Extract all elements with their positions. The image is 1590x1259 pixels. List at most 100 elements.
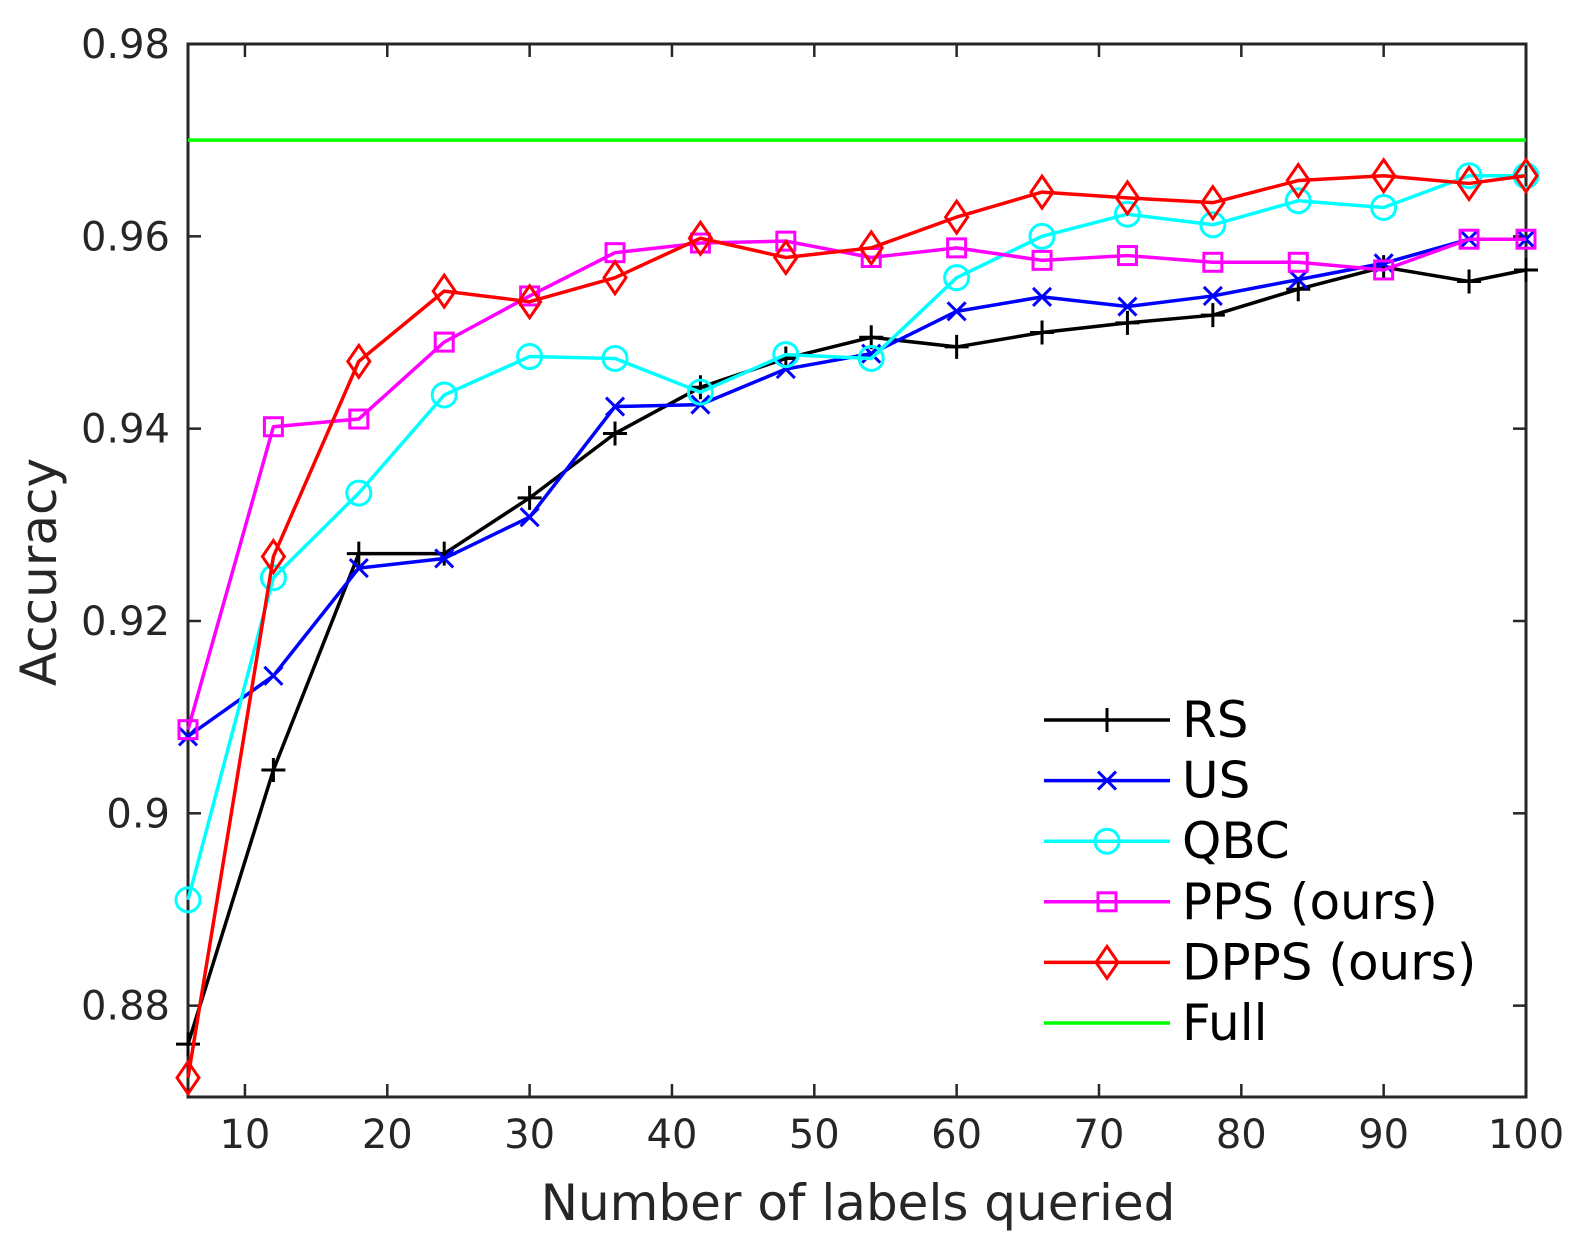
- data-point-dpps-ours: [943, 198, 970, 236]
- data-point-dpps-ours: [516, 283, 543, 321]
- data-point-pps-ours: [1202, 251, 1224, 273]
- x-axis-title: Number of labels queried: [541, 1174, 1176, 1232]
- data-point-dpps-ours: [1370, 157, 1397, 195]
- data-point-qbc: [1113, 200, 1141, 228]
- data-point-rs: [1030, 320, 1055, 345]
- data-point-pps-ours: [1287, 251, 1309, 273]
- data-point-pps-ours: [946, 237, 968, 259]
- data-point-pps-ours: [262, 416, 284, 438]
- data-point-pps-ours: [1031, 249, 1053, 271]
- legend-marker-pps-ours: [1096, 891, 1118, 913]
- legend-label-full: Full: [1182, 994, 1268, 1052]
- data-point-qbc: [516, 343, 544, 371]
- series-layer: [174, 138, 1540, 1097]
- legend-item-full: Full: [1044, 994, 1268, 1052]
- data-point-us: [1031, 286, 1053, 307]
- legend-marker-qbc: [1093, 827, 1121, 855]
- data-point-pps-ours: [348, 408, 370, 430]
- axes-layer: 10 20 30 40 50 60 70 80 90 100 0.88 0.9 0.92 0.94 0.96…: [81, 22, 1564, 1158]
- data-point-us: [946, 301, 967, 322]
- y-tick-label: 0.92: [81, 599, 170, 645]
- legend-marker-dpps-ours: [1094, 943, 1120, 982]
- data-point-dpps-ours: [1114, 179, 1141, 217]
- data-point-qbc: [174, 886, 202, 914]
- data-point-us: [1288, 269, 1309, 290]
- data-point-rs: [1457, 269, 1482, 294]
- legend-label-qbc: QBC: [1182, 812, 1290, 870]
- plot-frame: [186, 42, 1528, 1099]
- legend-item-dpps-ours: DPPS (ours): [1044, 933, 1476, 991]
- x-tick-label: 100: [1488, 1112, 1564, 1158]
- data-point-dpps-ours: [1200, 184, 1226, 222]
- x-tick-label: 50: [789, 1112, 840, 1158]
- data-point-dpps-ours: [345, 342, 372, 380]
- data-point-qbc: [345, 479, 373, 507]
- data-point-pps-ours: [433, 331, 455, 353]
- data-point-dpps-ours: [1285, 161, 1312, 200]
- data-point-dpps-ours: [602, 259, 628, 297]
- series-line-qbc: [186, 173, 1526, 901]
- data-point-qbc: [1199, 211, 1227, 239]
- data-point-rs: [944, 334, 969, 359]
- x-tick-label: 40: [647, 1112, 698, 1158]
- data-point-rs: [176, 1032, 200, 1057]
- data-point-qbc: [1370, 193, 1398, 221]
- y-tick-label: 0.98: [81, 22, 170, 68]
- data-point-rs: [261, 758, 286, 783]
- legend-label-dpps-ours: DPPS (ours): [1182, 933, 1476, 991]
- x-tick-label: 90: [1358, 1112, 1409, 1158]
- data-point-rs: [1115, 310, 1140, 335]
- series-dpps-ours: [175, 157, 1539, 1097]
- data-point-pps-ours: [1515, 228, 1537, 250]
- y-tick-label: 0.96: [81, 214, 170, 260]
- legend-marker-rs: [1095, 708, 1119, 732]
- legend-item-us: US: [1044, 752, 1250, 810]
- data-point-dpps-ours: [1456, 164, 1482, 203]
- data-point-dpps-ours: [773, 238, 799, 277]
- data-point-qbc: [1028, 222, 1056, 250]
- data-point-pps-ours: [1116, 245, 1138, 267]
- data-point-dpps-ours: [687, 219, 714, 257]
- data-point-us: [775, 358, 796, 380]
- data-point-qbc: [430, 381, 458, 409]
- data-point-qbc: [857, 344, 885, 372]
- data-point-qbc: [1284, 187, 1312, 215]
- x-tick-label: 60: [931, 1112, 982, 1158]
- data-point-pps-ours: [775, 230, 797, 252]
- y-tick-label: 0.94: [81, 407, 170, 453]
- legend-label-us: US: [1182, 752, 1250, 810]
- data-point-pps-ours: [1373, 259, 1395, 281]
- x-tick-label: 30: [504, 1112, 555, 1158]
- legend-label-rs: RS: [1182, 691, 1248, 749]
- data-point-rs: [1200, 303, 1225, 328]
- data-point-us: [1202, 285, 1223, 307]
- data-point-rs: [346, 541, 371, 566]
- y-tick-label: 0.88: [81, 984, 170, 1030]
- data-point-dpps-ours: [260, 537, 287, 576]
- data-point-us: [519, 507, 540, 528]
- legend-label-pps-ours: PPS (ours): [1182, 873, 1438, 931]
- data-point-us: [434, 548, 455, 569]
- data-point-rs: [517, 485, 542, 510]
- data-point-pps-ours: [1458, 228, 1480, 250]
- data-point-us: [263, 665, 284, 686]
- x-tick-label: 20: [362, 1112, 413, 1158]
- legend-item-rs: RS: [1044, 691, 1248, 749]
- series-line-pps-ours: [186, 237, 1526, 731]
- data-point-rs: [603, 421, 628, 446]
- y-axis-title: Accuracy: [10, 458, 68, 686]
- data-point-dpps-ours: [1029, 173, 1055, 211]
- data-point-dpps-ours: [1513, 157, 1539, 195]
- data-point-qbc: [1455, 162, 1483, 190]
- data-point-us: [177, 726, 199, 747]
- data-point-qbc: [943, 264, 971, 292]
- x-tick-label: 70: [1074, 1112, 1125, 1158]
- data-point-qbc: [686, 378, 714, 406]
- x-tick-label: 10: [219, 1112, 270, 1158]
- legend-marker-us: [1096, 770, 1118, 791]
- data-point-qbc: [772, 341, 800, 369]
- data-point-us: [1117, 296, 1138, 317]
